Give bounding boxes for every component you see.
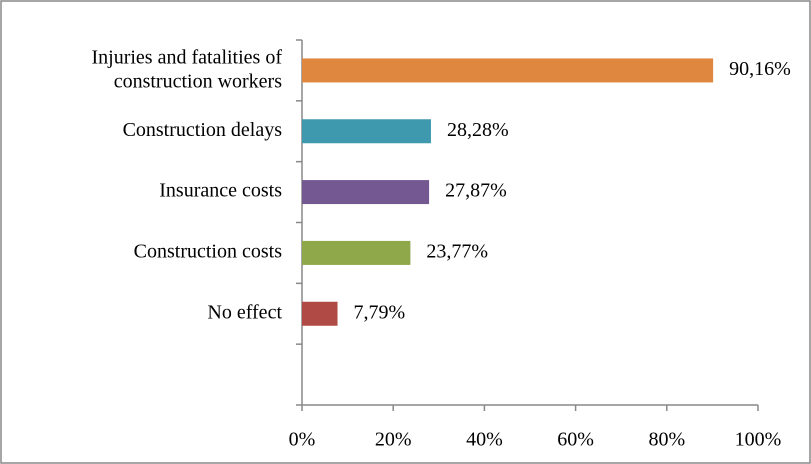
bar xyxy=(302,301,338,326)
x-tick-label: 60% xyxy=(557,429,594,451)
value-label: 23,77% xyxy=(426,241,488,263)
y-tick-label: Insurance costs xyxy=(159,180,282,202)
bar xyxy=(302,58,714,83)
x-tick-label: 40% xyxy=(466,429,503,451)
y-tick-label: Injuries and fatalities of construction w… xyxy=(92,46,283,92)
value-label: 90,16% xyxy=(729,58,791,80)
bar xyxy=(302,180,430,205)
bar xyxy=(302,119,431,144)
y-tick-label: Construction delays xyxy=(123,119,283,141)
value-label: 28,28% xyxy=(447,119,509,141)
value-label: 27,87% xyxy=(445,180,507,202)
x-tick-label: 80% xyxy=(648,429,685,451)
x-tick-label: 20% xyxy=(375,429,412,451)
value-label: 7,79% xyxy=(354,301,406,323)
y-tick-label: No effect xyxy=(207,301,282,323)
x-tick-label: 0% xyxy=(289,429,316,451)
x-tick-label: 100% xyxy=(735,429,782,451)
y-tick-label: Construction costs xyxy=(134,241,283,263)
bar xyxy=(302,240,411,265)
